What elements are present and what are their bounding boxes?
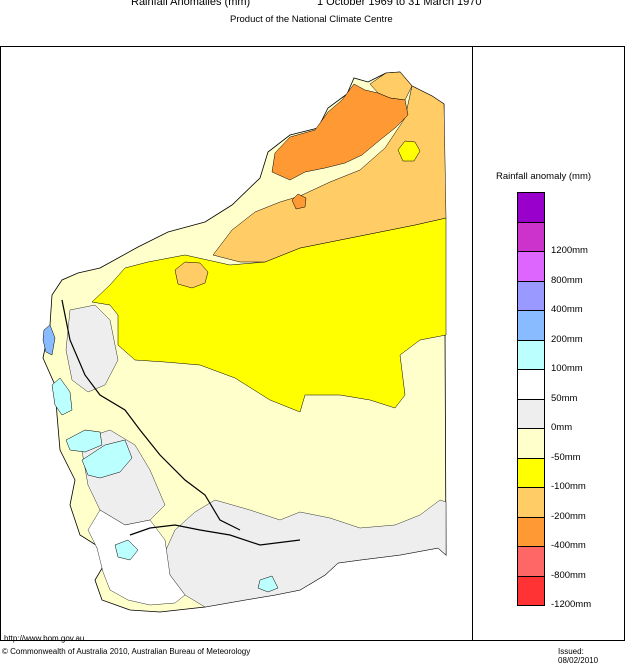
legend-label: 0mm bbox=[551, 422, 573, 433]
region-grey-west bbox=[65, 304, 119, 393]
region-cyan-coast-1 bbox=[65, 429, 103, 453]
boundary-line-west bbox=[61, 299, 241, 531]
legend-swatch bbox=[517, 251, 545, 282]
map-frame bbox=[0, 46, 625, 641]
region-cyan-coast-2 bbox=[81, 439, 133, 479]
legend-label: 800mm bbox=[551, 274, 583, 286]
region-cyan-coast-3 bbox=[51, 377, 73, 416]
legend-label: 50mm bbox=[551, 392, 578, 404]
map-title: Rainfall Anomalies (mm) 1 October 1969 t… bbox=[0, 0, 626, 10]
legend-swatch bbox=[517, 428, 545, 459]
region-orange-patch bbox=[291, 193, 307, 210]
region-blue-sharkbay bbox=[42, 324, 56, 356]
legend-swatch bbox=[517, 546, 545, 577]
legend-swatch bbox=[517, 516, 545, 547]
legend-swatch bbox=[517, 457, 545, 488]
legend-label: -400mm bbox=[551, 540, 586, 551]
legend-title: Rainfall anomaly (mm) bbox=[496, 171, 592, 182]
legend-swatch bbox=[517, 339, 545, 370]
legend-label: -1200mm bbox=[551, 599, 592, 610]
boundary-line-south bbox=[129, 524, 301, 546]
legend-swatch bbox=[517, 369, 545, 400]
region-orange-kimberley bbox=[271, 83, 409, 181]
legend-swatch bbox=[517, 221, 545, 252]
region-yellow-kimberley bbox=[397, 140, 421, 162]
legend-swatch bbox=[517, 487, 545, 518]
region-orange-pilbara bbox=[174, 261, 209, 289]
legend-label: 400mm bbox=[551, 304, 583, 315]
legend-label: 200mm bbox=[551, 333, 583, 345]
map-title-text: Rainfall Anomalies (mm) bbox=[131, 0, 251, 8]
copyright-text: © Commonwealth of Australia 2010, Austra… bbox=[2, 647, 251, 656]
region-cyan-southwest bbox=[114, 539, 139, 561]
map-period: 1 October 1969 to 31 March 1970 bbox=[317, 0, 482, 8]
region-lightorange-north bbox=[212, 85, 447, 263]
legend-swatch bbox=[517, 398, 545, 429]
legend-label: 1200mm bbox=[551, 245, 588, 256]
region-white-southwest bbox=[87, 509, 186, 606]
legend-swatch bbox=[517, 192, 545, 223]
map-subtitle: Product of the National Climate Centre bbox=[230, 14, 393, 25]
legend-swatch bbox=[517, 575, 545, 606]
legend-label: -800mm bbox=[551, 569, 586, 581]
legend-swatch bbox=[517, 280, 545, 311]
legend-label: -200mm bbox=[551, 510, 586, 522]
issued-date: Issued: 08/02/2010 bbox=[558, 647, 599, 665]
legend-label: -50mm bbox=[551, 451, 581, 463]
region-cyan-south bbox=[257, 575, 279, 593]
legend-swatch bbox=[517, 310, 545, 341]
legend-label: 100mm bbox=[551, 363, 583, 374]
source-url[interactable]: http://www.bom.gov.au bbox=[4, 634, 85, 643]
legend-divider bbox=[472, 46, 473, 641]
legend-label: -100mm bbox=[551, 481, 586, 492]
